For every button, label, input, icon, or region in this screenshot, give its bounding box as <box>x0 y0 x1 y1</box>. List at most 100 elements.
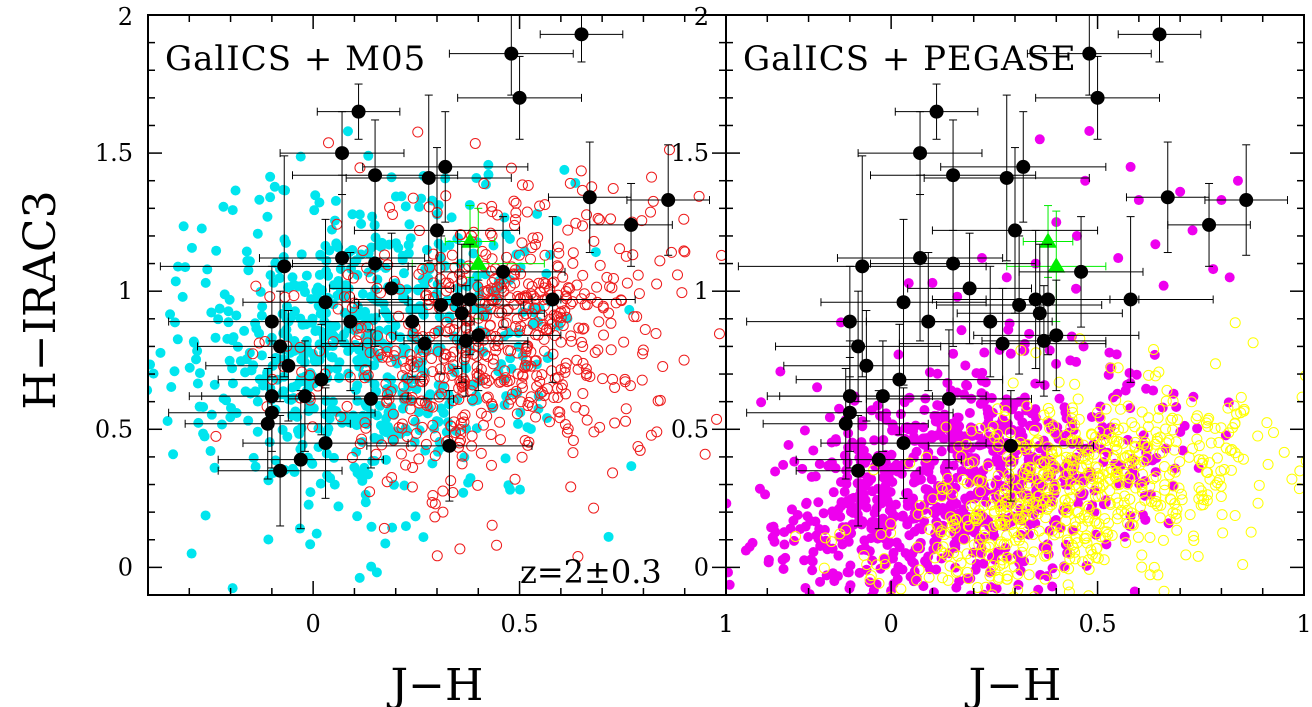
left-ytick-label-4: 2 <box>118 3 133 31</box>
left-series0-point-509 <box>350 339 361 350</box>
left-series0-point-431 <box>162 416 173 427</box>
right-series1-point-166 <box>1053 527 1065 539</box>
left-series0-point-163 <box>165 309 176 320</box>
right-series1-point-405 <box>1216 509 1228 521</box>
left-series0-point-423 <box>354 572 365 583</box>
right-panel-marks <box>726 15 1304 625</box>
right-series1-point-106 <box>940 421 952 433</box>
left-series1-point-358 <box>628 311 640 323</box>
right-series1-point-426 <box>1154 512 1166 524</box>
left-series0-point-635 <box>178 221 189 232</box>
left-series0-point-525 <box>335 264 346 275</box>
right-series1-point-13 <box>1049 568 1061 580</box>
left-series1-point-484 <box>579 299 591 311</box>
left-series0-point-348 <box>198 428 209 439</box>
left-series0-point-499 <box>414 201 425 212</box>
right-series0-point-805 <box>819 524 830 535</box>
left-series1-point-245 <box>571 279 583 291</box>
right-series0-point-611 <box>913 523 924 534</box>
right-series1-point-596 <box>1202 467 1214 479</box>
left-series0-point-672 <box>270 455 281 466</box>
left-series0-point-699 <box>363 469 374 480</box>
right-series0-point-774 <box>879 533 890 544</box>
right-series1-point-368 <box>1112 362 1124 374</box>
right-series1-point-502 <box>1043 501 1055 513</box>
right-series1-point-232 <box>840 524 852 536</box>
right-series0-point-828 <box>925 487 936 498</box>
left-series1-point-577 <box>380 378 392 390</box>
left-series3-point-28 <box>335 146 350 161</box>
right-series1-point-296 <box>1211 452 1223 464</box>
right-series2-point-4 <box>1133 195 1144 206</box>
right-series0-point-307 <box>726 567 733 578</box>
right-series0-point-187 <box>1070 283 1081 294</box>
left-series1-point-540 <box>509 277 521 289</box>
right-series1-point-695 <box>1155 499 1167 511</box>
left-series3-point-39 <box>661 193 676 208</box>
right-series0-point-364 <box>1047 581 1058 592</box>
left-series0-point-241 <box>522 422 533 433</box>
right-series4-point-18 <box>983 314 998 329</box>
left-series1-point-158 <box>567 447 579 459</box>
right-series0-point-628 <box>978 558 989 569</box>
left-series0-point-566 <box>252 426 263 437</box>
left-series1-point-529 <box>412 126 424 138</box>
right-series1-point-461 <box>1033 525 1045 537</box>
right-series0-point-698 <box>964 615 974 625</box>
left-series0-point-663 <box>334 373 345 384</box>
left-series1-point-541 <box>396 422 408 434</box>
left-series1-point-130 <box>381 388 393 400</box>
left-series1-point-338 <box>357 245 369 257</box>
left-series1-point-645 <box>416 371 428 383</box>
left-series0-point-384 <box>331 363 342 374</box>
right-series4-point-33 <box>1090 90 1105 105</box>
right-series0-point-116 <box>839 486 850 497</box>
right-series1-point-429 <box>1153 403 1165 415</box>
left-series0-point-395 <box>290 381 301 392</box>
right-series0-point-302 <box>783 439 794 450</box>
left-series0-point-512 <box>301 319 312 330</box>
left-series0-point-433 <box>305 487 316 498</box>
right-series1-point-213 <box>1007 593 1016 595</box>
left-series1-point-26 <box>322 137 334 149</box>
left-series0-point-29 <box>263 534 274 545</box>
left-series1-point-51 <box>605 344 617 356</box>
right-series1-point-691 <box>1046 525 1058 537</box>
right-series4-point-5 <box>842 405 857 420</box>
right-series0-point-686 <box>881 476 892 487</box>
right-series1-point-614 <box>1105 362 1117 374</box>
right-series0-point-777 <box>909 470 920 481</box>
right-series0-point-1 <box>983 458 994 469</box>
left-series1-point-471 <box>417 263 429 275</box>
right-series0-point-716 <box>988 530 999 541</box>
left-series0-point-628 <box>384 313 395 324</box>
right-series1-point-590 <box>929 552 941 564</box>
left-series1-point-113 <box>605 317 617 329</box>
left-series0-point-655 <box>369 360 380 371</box>
left-series1-point-102 <box>516 237 528 249</box>
left-series0-point-634 <box>381 427 392 438</box>
right-series1-point-141 <box>1152 569 1164 581</box>
left-series1-point-217 <box>424 261 436 273</box>
left-series1-point-362 <box>382 351 394 363</box>
right-series0-point-728 <box>828 511 839 522</box>
left-series0-point-485 <box>559 164 570 175</box>
right-series0-point-469 <box>807 556 818 567</box>
right-series1-point-261 <box>974 422 986 434</box>
right-series0-point-731 <box>778 564 789 575</box>
right-series0-point-405 <box>834 532 845 543</box>
right-series1-point-355 <box>1062 536 1074 548</box>
right-series1-point-517 <box>869 604 879 614</box>
right-series1-point-206 <box>1015 527 1027 539</box>
left-series1-point-460 <box>572 551 584 563</box>
left-series0-point-262 <box>330 320 341 331</box>
left-series0-point-250 <box>202 264 213 275</box>
right-series1-point-619 <box>1008 561 1020 573</box>
left-series1-point-205 <box>429 450 441 462</box>
right-series0-point-161 <box>808 445 819 456</box>
right-series1-point-233 <box>1188 534 1200 546</box>
right-series0-point-500 <box>960 360 971 371</box>
left-series1-point-300 <box>490 369 502 381</box>
right-series0-point-569 <box>1177 445 1188 456</box>
left-series1-point-185 <box>566 296 578 308</box>
